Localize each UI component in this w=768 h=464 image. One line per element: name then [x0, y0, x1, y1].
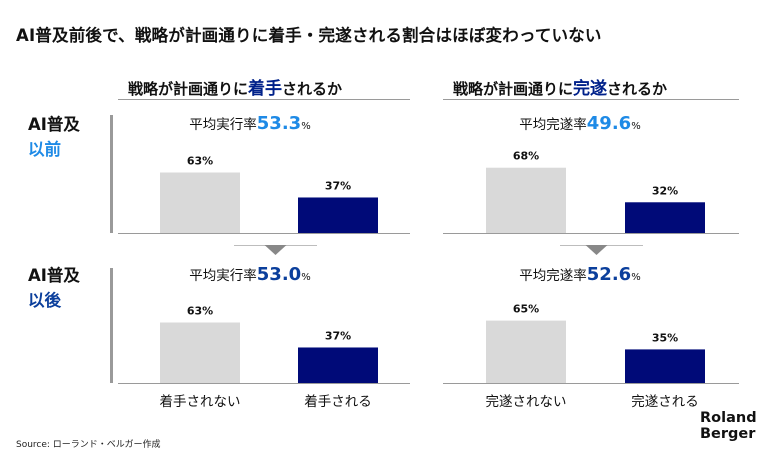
logo-line-2: Berger: [700, 426, 756, 442]
data-label: 65%: [513, 303, 539, 316]
avg-label-text: 平均実行率: [189, 117, 257, 133]
row-label-before: AI普及 以前: [28, 112, 80, 162]
avg-label-after-complete: 平均完遂率52.6%: [460, 264, 700, 285]
avg-value: 53.3: [256, 113, 302, 134]
column-heading-complete-rule: [443, 99, 739, 100]
column-heading-complete: 戦略が計画通りに完遂されるか: [453, 74, 667, 99]
row-label-before-highlight: 以前: [28, 140, 61, 159]
column-heading-start-highlight: 着手: [248, 79, 283, 99]
bar-not: [486, 167, 566, 233]
avg-unit: %: [301, 272, 311, 283]
avg-label-before-start: 平均実行率53.3%: [130, 113, 370, 134]
column-heading-start-rule: [118, 99, 410, 100]
category-label-complete-no: 完遂されない: [485, 394, 567, 410]
avg-label-text: 平均実行率: [189, 268, 257, 284]
avg-label-text: 平均完遂率: [519, 117, 587, 133]
avg-label-text: 平均完遂率: [519, 268, 587, 284]
column-heading-start-post: されるか: [282, 80, 343, 98]
avg-value: 53.0: [256, 264, 302, 285]
avg-label-before-complete: 平均完遂率49.6%: [460, 113, 700, 134]
down-arrow-icon: [585, 245, 608, 255]
bar-done: [625, 202, 705, 233]
source-note: Source: ローランド・ベルガー作成: [16, 440, 161, 450]
avg-label-after-start: 平均実行率53.0%: [130, 264, 370, 285]
row-label-after-pre: AI普及: [28, 266, 80, 285]
data-label: 37%: [325, 179, 351, 192]
bar-done: [298, 347, 378, 383]
row-label-after-highlight: 以後: [28, 291, 61, 310]
page-title: AI普及前後で、戦略が計画通りに着手・完遂される割合はほぼ変わっていない: [16, 26, 602, 45]
bar-not: [160, 172, 240, 233]
category-label-start-yes: 着手される: [304, 394, 372, 410]
column-heading-complete-pre: 戦略が計画通りに: [453, 80, 574, 98]
data-label: 35%: [652, 331, 678, 344]
avg-value: 49.6: [586, 113, 632, 134]
category-label-complete-yes: 完遂される: [631, 394, 699, 410]
bar-done: [625, 349, 705, 383]
logo-line-1: Roland: [700, 410, 757, 426]
column-heading-start-pre: 戦略が計画通りに: [128, 80, 249, 98]
data-label: 37%: [325, 329, 351, 342]
data-label: 68%: [513, 150, 539, 163]
bar-done: [298, 197, 378, 233]
data-label: 63%: [187, 305, 213, 318]
data-label: 63%: [187, 155, 213, 168]
row-label-before-pre: AI普及: [28, 115, 80, 134]
avg-unit: %: [631, 272, 641, 283]
column-heading-complete-highlight: 完遂: [573, 79, 608, 99]
column-heading-start: 戦略が計画通りに着手されるか: [128, 74, 342, 99]
avg-unit: %: [301, 121, 311, 132]
row-divider-after: [110, 268, 113, 383]
category-label-start-no: 着手されない: [159, 394, 241, 410]
avg-value: 52.6: [586, 264, 632, 285]
bar-not: [160, 322, 240, 383]
company-logo: Roland Berger: [700, 410, 757, 442]
down-arrow-icon: [264, 245, 287, 255]
bar-not: [486, 320, 566, 383]
row-label-after: AI普及 以後: [28, 263, 80, 313]
column-heading-complete-post: されるか: [607, 80, 668, 98]
avg-unit: %: [631, 121, 641, 132]
row-divider-before: [110, 115, 113, 233]
data-label: 32%: [652, 184, 678, 197]
